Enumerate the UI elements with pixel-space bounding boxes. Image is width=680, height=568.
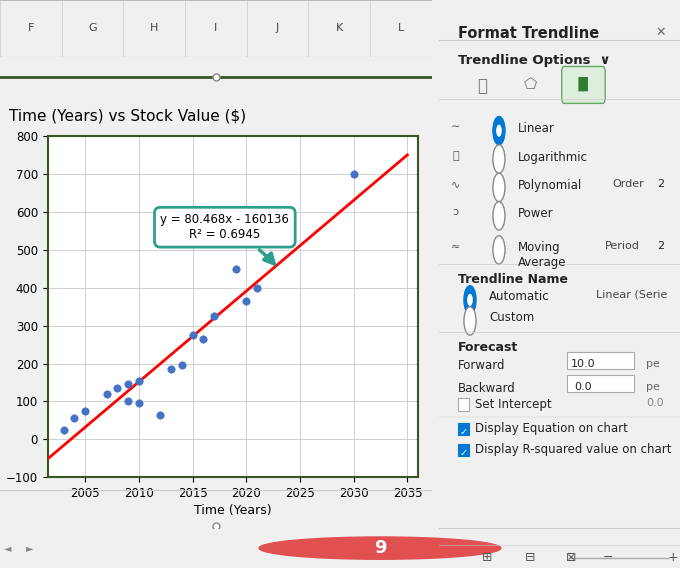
Text: Custom: Custom [490, 311, 534, 324]
Text: Moving
Average: Moving Average [518, 241, 566, 269]
Text: 2: 2 [657, 241, 664, 252]
Text: L: L [398, 23, 404, 34]
Text: 0.0: 0.0 [646, 398, 664, 408]
Point [112, 383, 123, 392]
Point [122, 380, 133, 389]
Point [122, 397, 133, 406]
Text: Display Equation on chart: Display Equation on chart [475, 422, 628, 435]
Text: y = 80.468x - 160136
R² = 0.6945: y = 80.468x - 160136 R² = 0.6945 [160, 213, 289, 264]
Circle shape [493, 236, 505, 264]
Point [198, 335, 209, 344]
Circle shape [468, 294, 473, 306]
Text: +: + [668, 551, 678, 564]
Text: F: F [28, 23, 34, 34]
Text: ✓: ✓ [460, 448, 468, 458]
Point [252, 283, 262, 293]
Circle shape [259, 537, 501, 559]
Circle shape [493, 173, 505, 202]
Circle shape [493, 116, 505, 145]
Text: ✓: ✓ [460, 427, 468, 437]
Point [230, 264, 241, 273]
Text: 9: 9 [374, 539, 386, 557]
Text: Time (Years) vs Stock Value ($): Time (Years) vs Stock Value ($) [9, 109, 245, 124]
Text: ≈: ≈ [451, 241, 460, 252]
Circle shape [496, 125, 501, 136]
Point [133, 376, 144, 385]
Text: ∼: ∼ [451, 122, 460, 132]
Text: Backward: Backward [458, 382, 515, 395]
Point [187, 331, 198, 340]
Text: ⊟: ⊟ [525, 551, 536, 564]
Text: Linear (Serie: Linear (Serie [596, 290, 667, 300]
Text: Linear: Linear [518, 122, 555, 135]
Point [155, 410, 166, 419]
Text: I: I [214, 23, 218, 34]
Point [80, 406, 90, 415]
Text: J: J [276, 23, 279, 34]
Text: Trendline Name: Trendline Name [458, 273, 568, 286]
Text: Forecast: Forecast [458, 341, 518, 354]
Text: ⊠: ⊠ [566, 551, 577, 564]
Text: ∿: ∿ [451, 179, 460, 189]
Text: ⌖: ⌖ [477, 77, 487, 95]
Point [348, 170, 359, 179]
FancyBboxPatch shape [458, 398, 469, 411]
X-axis label: Time (Years): Time (Years) [194, 504, 272, 517]
Text: Trendline Options  ∨: Trendline Options ∨ [458, 54, 611, 67]
Text: pe: pe [646, 382, 660, 392]
Text: ⌒: ⌒ [452, 151, 459, 161]
Text: 2: 2 [657, 179, 664, 189]
Text: Polynomial: Polynomial [518, 179, 583, 192]
Circle shape [493, 202, 505, 230]
Text: H: H [150, 23, 158, 34]
Point [176, 361, 187, 370]
Text: ⊞: ⊞ [481, 551, 492, 564]
Text: Logarithmic: Logarithmic [518, 151, 588, 164]
Point [209, 312, 220, 321]
Circle shape [493, 145, 505, 173]
Text: Display R-squared value on chart: Display R-squared value on chart [475, 443, 671, 456]
Text: Set Intercept: Set Intercept [475, 398, 551, 411]
Text: Forward: Forward [458, 359, 505, 372]
Point [166, 365, 177, 374]
FancyBboxPatch shape [566, 352, 634, 369]
Text: ▐▌: ▐▌ [573, 77, 594, 91]
Text: K: K [336, 23, 343, 34]
Text: G: G [88, 23, 97, 34]
Point [101, 389, 112, 398]
FancyBboxPatch shape [562, 66, 605, 103]
Text: ⬠: ⬠ [524, 77, 537, 91]
Text: ↄ: ↄ [452, 207, 458, 218]
Point [58, 425, 69, 435]
Text: −: − [602, 551, 613, 564]
FancyBboxPatch shape [566, 375, 634, 392]
Text: Automatic: Automatic [490, 290, 550, 303]
Text: Format Trendline: Format Trendline [458, 26, 599, 40]
Text: ✕: ✕ [656, 26, 666, 39]
Point [133, 399, 144, 408]
Circle shape [464, 286, 476, 314]
FancyBboxPatch shape [458, 423, 469, 435]
Text: Order: Order [613, 179, 644, 189]
FancyBboxPatch shape [458, 444, 469, 456]
Text: 0.0: 0.0 [575, 382, 592, 392]
Circle shape [464, 307, 476, 335]
Point [69, 414, 80, 423]
Point [241, 296, 252, 306]
Text: ►: ► [26, 543, 33, 553]
Text: pe: pe [646, 359, 660, 369]
Text: Power: Power [518, 207, 554, 220]
Text: ◄: ◄ [4, 543, 12, 553]
Text: Period: Period [605, 241, 640, 252]
Text: 10.0: 10.0 [571, 359, 596, 369]
